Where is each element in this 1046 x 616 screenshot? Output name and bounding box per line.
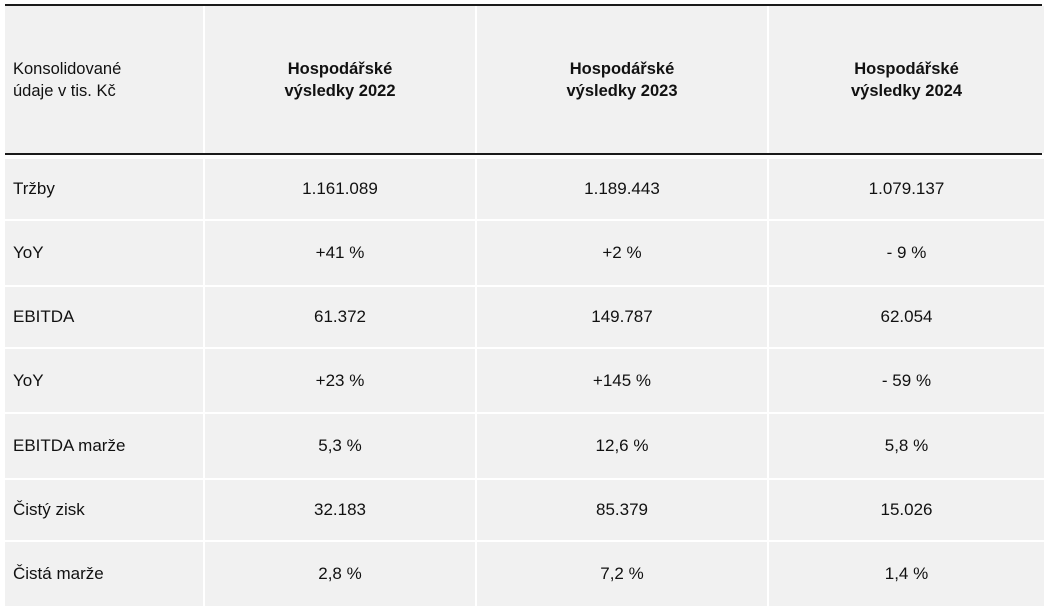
row-label: Čistý zisk	[5, 480, 203, 540]
value-2023: 7,2 %	[477, 542, 767, 606]
value-2024: 62.054	[769, 287, 1044, 347]
table-row-net-profit: Čistý zisk 32.183 85.379 15.026	[5, 480, 1044, 540]
row-label: Tržby	[5, 159, 203, 219]
row-label: EBITDA	[5, 287, 203, 347]
header-column-2023: Hospodářské výsledky 2023	[477, 6, 767, 153]
value-2022: 32.183	[205, 480, 475, 540]
row-label: YoY	[5, 349, 203, 412]
value-2022: 1.161.089	[205, 159, 475, 219]
value-2022: 5,3 %	[205, 414, 475, 478]
value-2022: +41 %	[205, 221, 475, 285]
header-column-2022: Hospodářské výsledky 2022	[205, 6, 475, 153]
value-2022: 2,8 %	[205, 542, 475, 606]
value-2024: - 59 %	[769, 349, 1044, 412]
value-2024: 1,4 %	[769, 542, 1044, 606]
financial-results-table: Konsolidované údaje v tis. Kč Hospodářsk…	[5, 4, 1044, 606]
value-2024: 15.026	[769, 480, 1044, 540]
table-row-yoy-ebitda: YoY +23 % +145 % - 59 %	[5, 349, 1044, 412]
table-header-row: Konsolidované údaje v tis. Kč Hospodářsk…	[5, 6, 1044, 155]
value-2024: 5,8 %	[769, 414, 1044, 478]
table-row-ebitda: EBITDA 61.372 149.787 62.054	[5, 287, 1044, 347]
value-2023: 12,6 %	[477, 414, 767, 478]
value-2023: 85.379	[477, 480, 767, 540]
value-2022: +23 %	[205, 349, 475, 412]
header-column-2024: Hospodářské výsledky 2024	[769, 6, 1044, 153]
header-label-cell: Konsolidované údaje v tis. Kč	[5, 6, 203, 153]
value-2023: 1.189.443	[477, 159, 767, 219]
row-label: Čistá marže	[5, 542, 203, 606]
table-row-trzby: Tržby 1.161.089 1.189.443 1.079.137	[5, 159, 1044, 219]
value-2024: 1.079.137	[769, 159, 1044, 219]
row-label: YoY	[5, 221, 203, 285]
value-2023: +145 %	[477, 349, 767, 412]
value-2023: +2 %	[477, 221, 767, 285]
table-row-ebitda-margin: EBITDA marže 5,3 % 12,6 % 5,8 %	[5, 414, 1044, 478]
table-row-yoy-revenue: YoY +41 % +2 % - 9 %	[5, 221, 1044, 285]
value-2024: - 9 %	[769, 221, 1044, 285]
value-2022: 61.372	[205, 287, 475, 347]
row-label: EBITDA marže	[5, 414, 203, 478]
value-2023: 149.787	[477, 287, 767, 347]
table-row-net-margin: Čistá marže 2,8 % 7,2 % 1,4 %	[5, 542, 1044, 606]
